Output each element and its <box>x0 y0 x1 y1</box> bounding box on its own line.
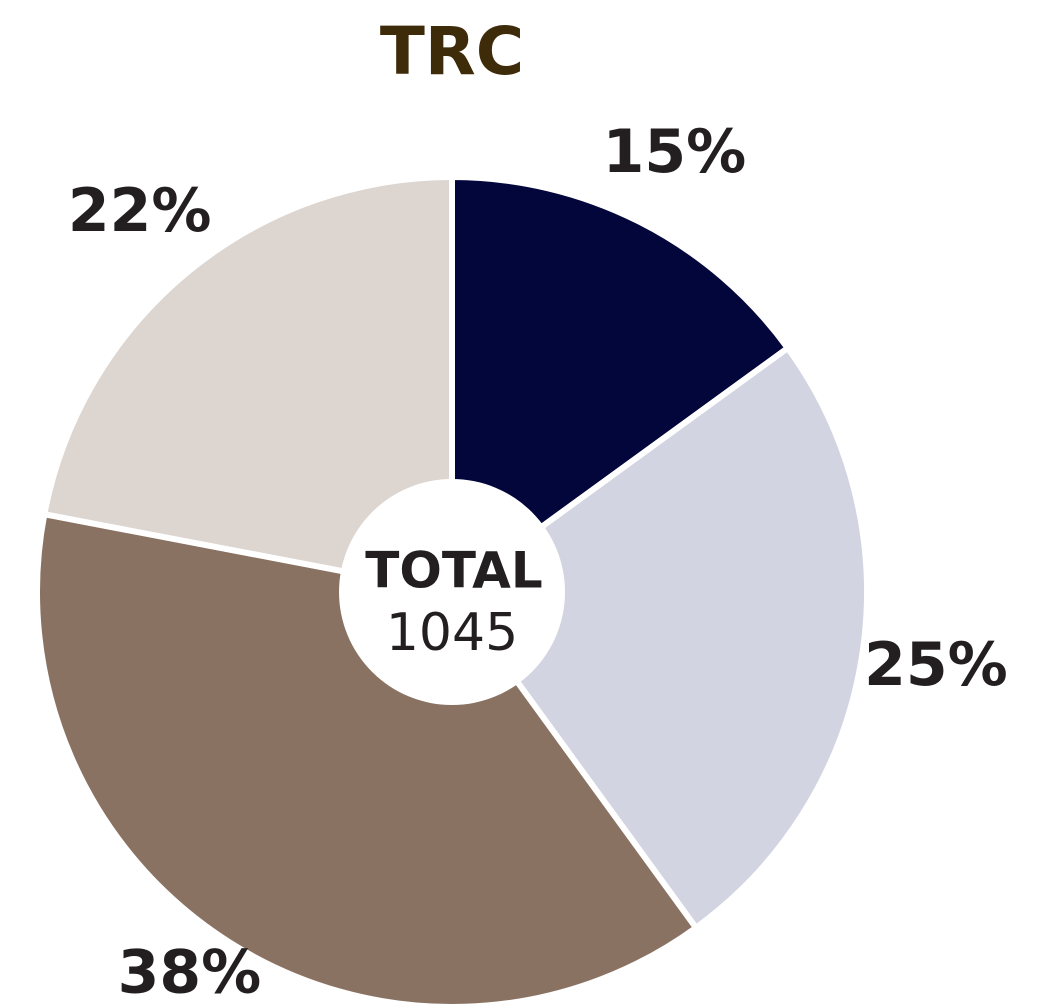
pie-slice <box>34 511 699 1008</box>
pie-slice <box>449 174 791 595</box>
value-label: 22% <box>68 176 212 246</box>
pie-slice <box>41 174 455 595</box>
value-label: 25% <box>864 630 1008 700</box>
chart-title: TRC <box>380 13 524 90</box>
center-value: 1045 <box>386 603 518 663</box>
value-label: 38% <box>118 938 262 1008</box>
value-label: 15% <box>603 117 747 187</box>
pie-slice <box>449 345 870 931</box>
center-hole <box>339 479 565 705</box>
center-label: TOTAL <box>365 542 542 600</box>
